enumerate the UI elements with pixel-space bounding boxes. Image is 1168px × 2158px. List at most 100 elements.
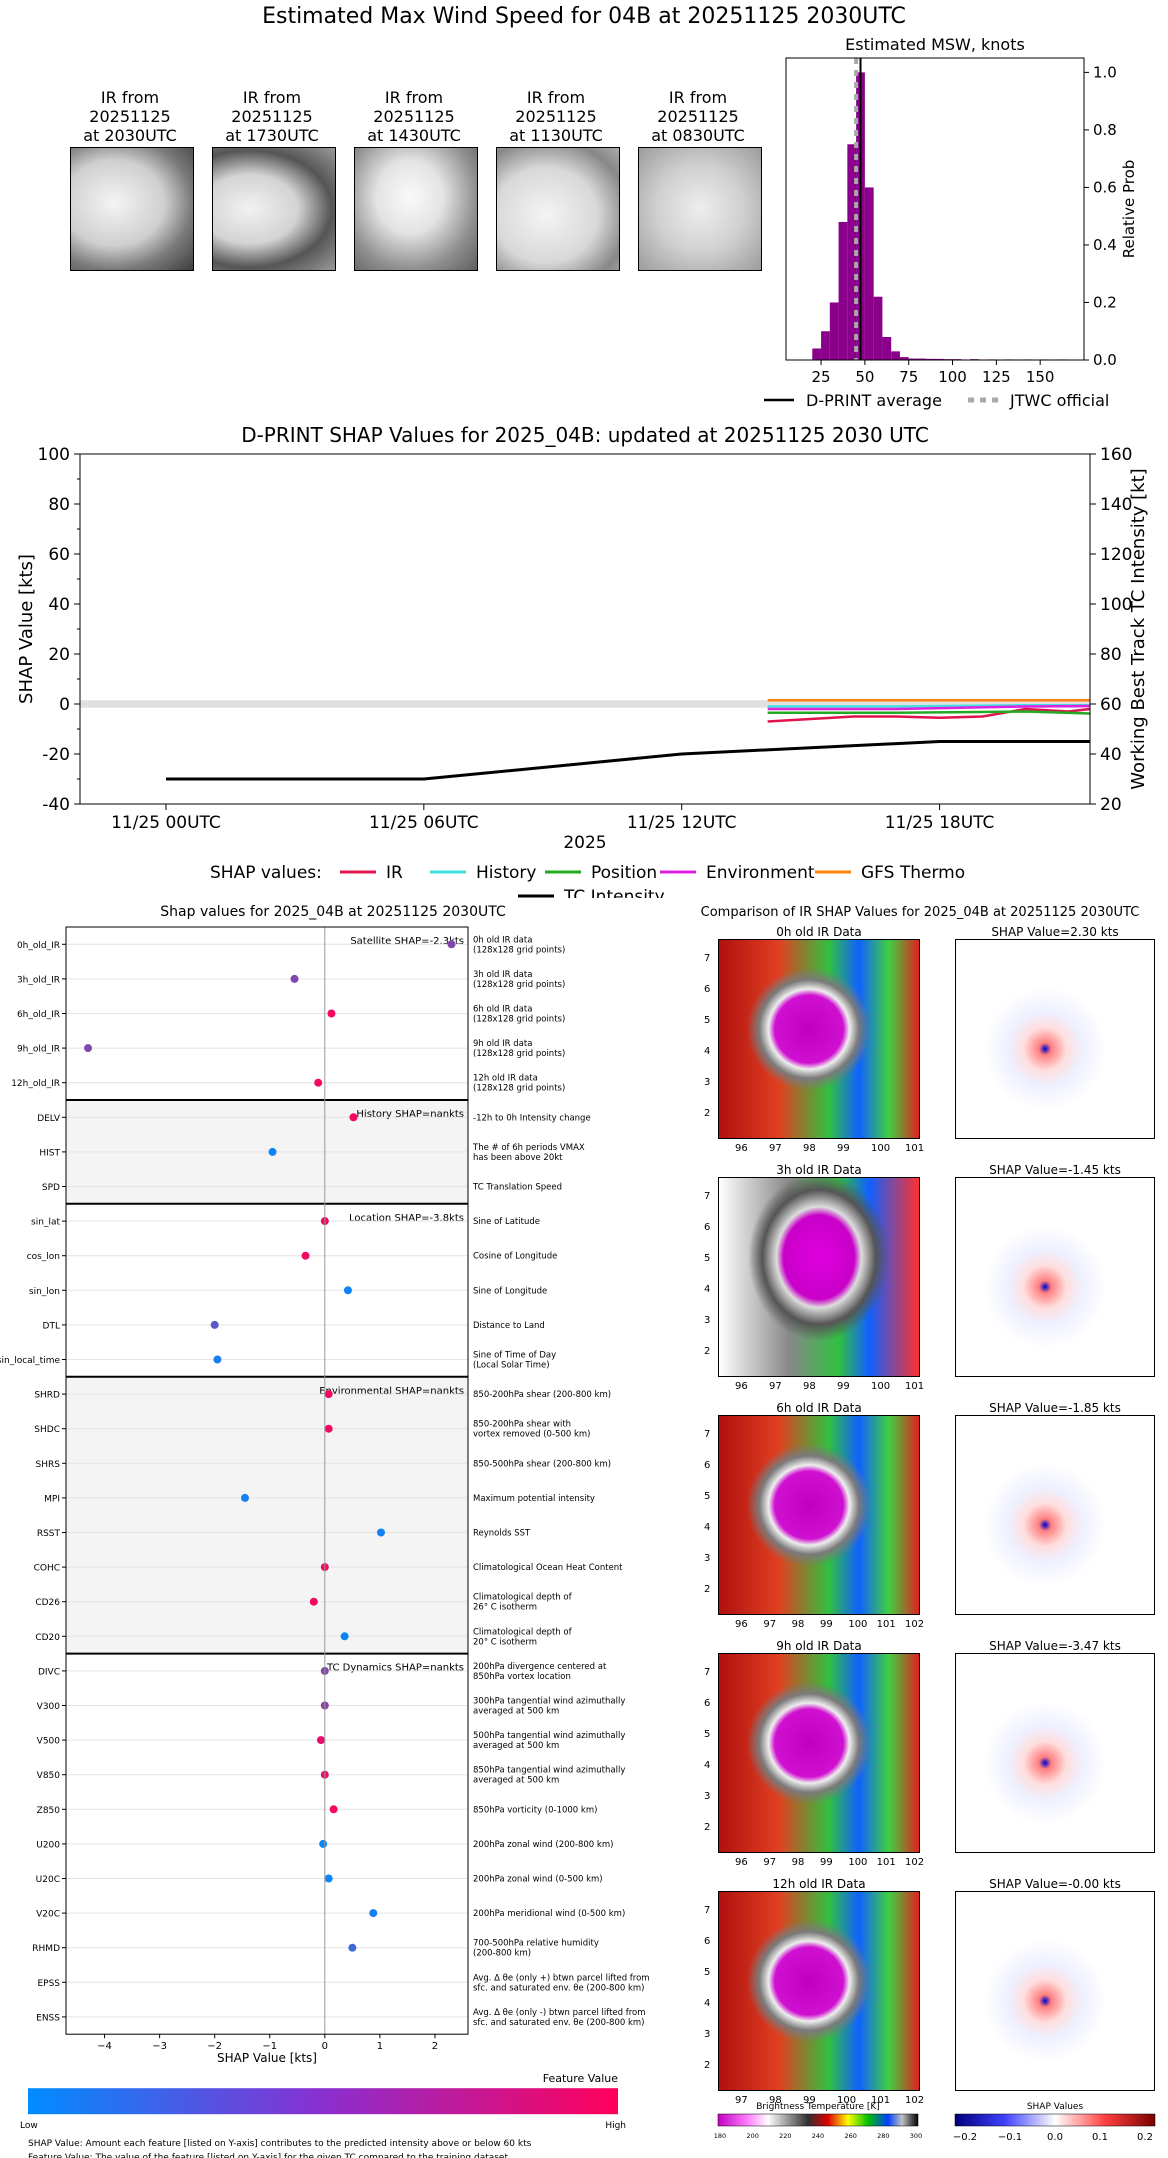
ir-panel-title: IR from 20251125 at 1430UTC [349, 88, 479, 145]
lat-tick-label: 5 [704, 1253, 711, 1264]
lon-tick-label: 98 [791, 1619, 805, 1630]
feature-description: 850hPa vortex location [473, 1672, 571, 1682]
feature-point [210, 1320, 219, 1329]
feature-description: Maximum potential intensity [473, 1494, 595, 1504]
feature-point [84, 1044, 93, 1053]
shap-tick-label: 0.0 [1047, 2132, 1063, 2143]
ir-map-title: 12h old IR Data [772, 1877, 866, 1891]
timeseries-title: D-PRINT SHAP Values for 2025_04B: update… [241, 423, 929, 447]
feature-point [340, 1632, 349, 1641]
feature-name: HIST [39, 1148, 60, 1158]
feature-name: U200 [36, 1840, 60, 1850]
x-tick-label: −3 [152, 2041, 167, 2052]
feature-name: V300 [37, 1702, 61, 1712]
legend-dprint-label: D-PRINT average [806, 391, 942, 410]
ir-panel-title: IR from 20251125 at 1130UTC [491, 88, 621, 145]
feature-point [324, 1874, 333, 1883]
histogram-bar [899, 357, 909, 360]
feature-name: 0h_old_IR [17, 941, 60, 951]
legend-jtwc-label: JTWC official [1009, 391, 1109, 410]
feature-name: 9h_old_IR [17, 1045, 60, 1055]
feature-description: (128x128 grid points) [473, 1084, 565, 1094]
feature-point [324, 1424, 333, 1433]
feature-description: (128x128 grid points) [473, 1049, 565, 1059]
y-tick-label: 20 [48, 645, 70, 665]
feature-name: ENSS [36, 2013, 60, 2023]
feature-name: SHRD [34, 1391, 60, 1401]
lon-tick-label: 100 [837, 2095, 857, 2106]
bt-tick-label: 260 [844, 2132, 856, 2140]
feature-name: RHMD [32, 1944, 60, 1954]
lon-tick-label: 102 [905, 2095, 925, 2106]
lon-tick-label: 101 [871, 2095, 891, 2106]
y-axis-label: Relative Prob [1120, 160, 1138, 259]
feature-description: averaged at 500 km [473, 1741, 559, 1751]
lon-tick-label: 97 [763, 1857, 777, 1868]
histogram-bar [821, 331, 830, 360]
lon-tick-label: 100 [848, 1857, 868, 1868]
histogram-bar [829, 302, 839, 360]
y-tick-label: 0.4 [1093, 236, 1117, 254]
x-tick-label: 2 [432, 2041, 438, 2052]
y-tick-label: -40 [42, 795, 70, 815]
comparison-colorbars: Brightness Temperature [K] 180 200 220 240 26… [714, 2102, 1156, 2143]
feature-description: 850-200hPa shear with [473, 1420, 571, 1430]
histogram-frame [785, 57, 1085, 361]
feature-description: (200-800 km) [473, 1949, 531, 1959]
shap-value-map [955, 1415, 1155, 1615]
y2-tick-label: 20 [1100, 795, 1122, 815]
feature-description: 850-200hPa shear (200-800 km) [473, 1390, 611, 1400]
feature-shap-chart: Shap values for 2025_04B at 20251125 203… [0, 904, 650, 2158]
feature-point [319, 1839, 328, 1848]
y-tick-label: 1.0 [1093, 63, 1117, 81]
shap-tick-label: 0.1 [1092, 2132, 1108, 2143]
feature-point [314, 1078, 323, 1087]
group-label: Environmental SHAP=nankts [319, 1386, 464, 1397]
feature-description: Avg. Δ θe (only -) btwn parcel lifted fr… [473, 2008, 646, 2018]
x-axis-label: 2025 [563, 833, 606, 853]
lat-tick-label: 3 [704, 2029, 711, 2040]
shap-map-title: SHAP Value=-0.00 kts [989, 1877, 1121, 1891]
feature-name: 3h_old_IR [17, 975, 60, 985]
y-tick-label: 0.2 [1093, 293, 1117, 311]
ir-satellite-image [638, 147, 762, 271]
ir-title-line: 20251125 [373, 107, 455, 126]
y-tick-label: 40 [48, 595, 70, 615]
lat-tick-label: 4 [704, 1284, 711, 1295]
feature-point [213, 1355, 222, 1364]
ir-map-title: 3h old IR Data [776, 1163, 862, 1177]
shap-value-map [955, 939, 1155, 1139]
bt-tick-label: 220 [779, 2132, 791, 2140]
feature-name: COHC [34, 1564, 60, 1574]
lat-tick-label: 6 [704, 1698, 711, 1709]
feature-description: (128x128 grid points) [473, 980, 565, 990]
ir-title-line: at 1730UTC [225, 126, 319, 145]
y-tick-label: 0.6 [1093, 178, 1117, 196]
feature-description: 200hPa zonal wind (200-800 km) [473, 1840, 613, 1850]
feature-description: 850hPa tangential wind azimuthally [473, 1766, 625, 1776]
feature-description: sfc. and saturated env. θe (200-800 km) [473, 1983, 645, 1993]
shap-map-title: SHAP Value=2.30 kts [991, 925, 1119, 939]
group-label: History SHAP=nankts [356, 1109, 464, 1120]
legend-label: History [476, 863, 536, 883]
lon-tick-label: 99 [820, 1857, 833, 1868]
lon-tick-label: 99 [837, 1143, 850, 1154]
feature-point [343, 1286, 352, 1295]
lat-tick-label: 2 [704, 1584, 711, 1595]
ir-title-line: 20251125 [231, 107, 313, 126]
x-tick-label: 0 [322, 2041, 328, 2052]
bt-colorbar-title: Brightness Temperature [K] [756, 2102, 880, 2112]
x-tick-label: −4 [97, 2041, 112, 2052]
feature-description: 200hPa divergence centered at [473, 1662, 607, 1672]
lat-tick-label: 5 [704, 1729, 711, 1740]
shap-timeseries-chart: D-PRINT SHAP Values for 2025_04B: update… [16, 423, 1149, 898]
feature-description: (128x128 grid points) [473, 945, 565, 955]
feature-description: Climatological depth of [473, 1627, 573, 1637]
lat-tick-label: 4 [704, 1998, 711, 2009]
x-tick-label: 150 [1026, 368, 1055, 386]
feature-point [447, 940, 456, 949]
lat-tick-label: 5 [704, 1967, 711, 1978]
feature-description: 200hPa zonal wind (0-500 km) [473, 1875, 603, 1885]
lat-tick-label: 4 [704, 1522, 711, 1533]
feature-name: 6h_old_IR [17, 1010, 60, 1020]
